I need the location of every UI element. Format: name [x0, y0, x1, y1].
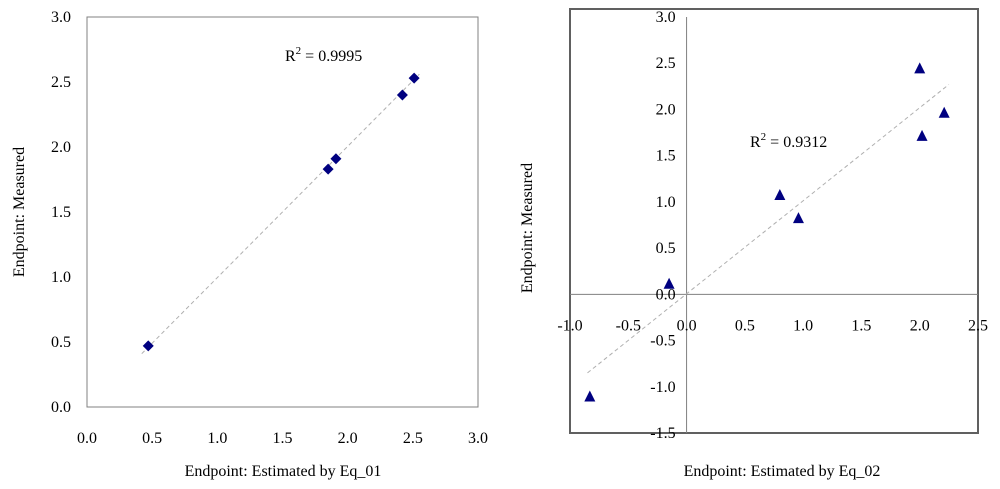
chart-1-y-tick-label: 2.0	[51, 139, 71, 156]
chart-2: -1.5-1.0-0.50.00.51.01.52.02.53.0 -1.0 -0…	[519, 8, 988, 480]
chart-2-data-point	[774, 188, 786, 200]
chart-2-x-tick-labels: -1.0 -0.5 0.0 0.5 1.0 1.5 2.0 2.5	[557, 317, 988, 334]
chart-1-x-tick-label: 2.0	[338, 430, 358, 447]
chart-1-data-point	[142, 340, 154, 352]
chart-2-y-tick-label: 3.0	[656, 9, 676, 26]
chart-2-data-point	[584, 390, 596, 402]
chart-1-data-point	[322, 163, 334, 175]
chart-1-trendline	[141, 73, 420, 355]
chart-2-x-tick-label: 1.5	[851, 317, 871, 334]
chart-1-y-tick-label: 1.0	[51, 269, 71, 286]
chart-2-y-tick-label: 0.0	[656, 286, 676, 303]
chart-2-x-tick-label: 2.0	[910, 317, 930, 334]
chart-2-x-tick-label: -1.0	[557, 317, 582, 334]
chart-1-x-tick-label: 0.0	[77, 430, 97, 447]
chart-1-x-axis-label: Endpoint: Estimated by Eq_01	[185, 463, 382, 480]
chart-2-x-axis-label: Endpoint: Estimated by Eq_02	[684, 463, 881, 480]
chart-1-y-tick-label: 0.0	[51, 399, 71, 416]
chart-1-y-tick-labels: 0.0 0.5 1.0 1.5 2.0 2.5 3.0	[51, 9, 71, 416]
chart-1-x-tick-label: 1.0	[207, 430, 227, 447]
chart-2-trendline	[587, 84, 950, 374]
chart-1-x-tick-labels: 0.0 0.5 1.0 1.5 2.0 2.5 3.0	[77, 430, 488, 447]
chart-2-y-axis-label: Endpoint: Measured	[519, 163, 536, 293]
chart-1-data-point	[396, 89, 408, 101]
chart-2-data-point	[792, 212, 804, 224]
chart-2-data-point	[916, 129, 928, 141]
chart-2-x-tick-label: 2.5	[968, 317, 988, 334]
chart-2-x-tick-label: 1.0	[793, 317, 813, 334]
chart-2-y-tick-label: 1.5	[656, 148, 676, 165]
chart-2-y-tick-labels: -1.5 -1.0 -0.5 0.0 0.5 1.0 1.5 2.0 2.5 3.0	[650, 9, 675, 442]
chart-2-plot-area	[569, 8, 979, 434]
chart-2-x-tick-label: -0.5	[616, 317, 641, 334]
chart-1-data-point	[408, 72, 420, 84]
chart-2-r2-annotation: R2 = 0.9312	[750, 131, 827, 151]
chart-2-data-point	[938, 106, 950, 118]
chart-2-y-tick-label: -1.5	[650, 425, 675, 442]
chart-2-x-tick-label: 0.0	[677, 317, 697, 334]
chart-1-x-tick-label: 2.5	[403, 430, 423, 447]
chart-1-y-tick-label: 3.0	[51, 9, 71, 26]
chart-1-points	[142, 72, 420, 352]
chart-2-y-tick-label: 0.5	[656, 240, 676, 257]
chart-2-y-tick-label: -0.5	[650, 333, 675, 350]
chart-1-y-axis-label: Endpoint: Measured	[11, 147, 28, 277]
chart-1-x-tick-label: 1.5	[273, 430, 293, 447]
chart-2-y-tick-label: 2.5	[656, 55, 676, 72]
chart-1-data-point	[330, 153, 342, 165]
chart-1-r2-annotation: R2 = 0.9995	[285, 45, 362, 65]
chart-2-data-point	[663, 277, 675, 289]
chart-1-x-tick-label: 3.0	[468, 430, 488, 447]
chart-1-x-tick-label: 0.5	[142, 430, 162, 447]
chart-1: 0.0 0.5 1.0 1.5 2.0 2.5 3.0 0.0 0.5 1.0 1.5 2.0 2.5…	[11, 9, 488, 480]
chart-2-data-point	[914, 62, 926, 74]
chart-2-points	[584, 62, 950, 402]
chart-2-y-tick-label: 1.0	[656, 194, 676, 211]
chart-1-y-tick-label: 2.5	[51, 74, 71, 91]
chart-1-y-tick-label: 1.5	[51, 204, 71, 221]
chart-1-y-tick-label: 0.5	[51, 334, 71, 351]
chart-2-y-tick-label: 2.0	[656, 101, 676, 118]
chart-2-y-tick-label: -1.0	[650, 379, 675, 396]
chart-2-x-tick-label: 0.5	[735, 317, 755, 334]
